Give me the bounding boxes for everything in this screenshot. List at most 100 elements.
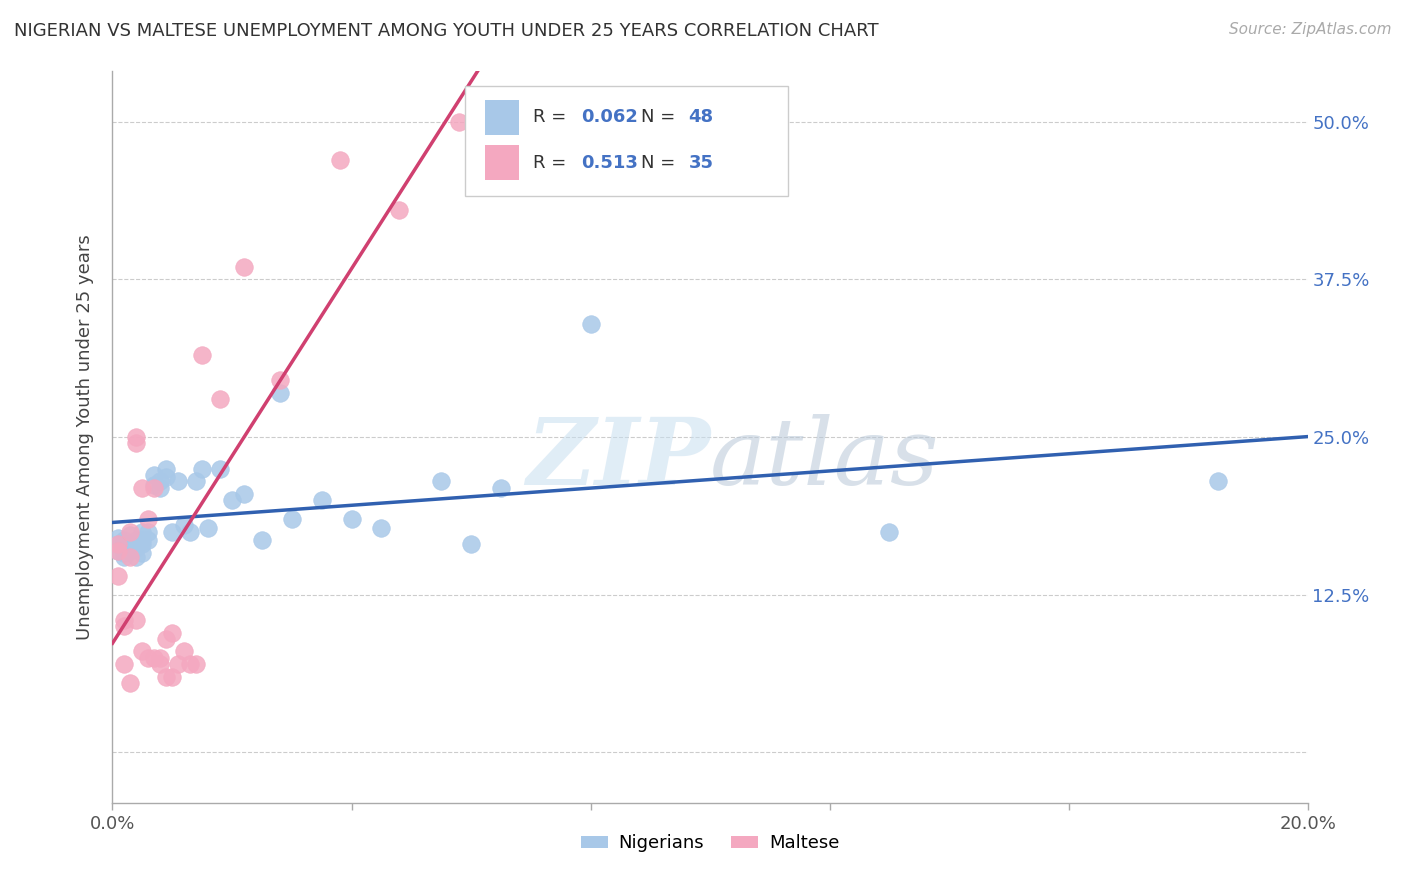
Legend: Nigerians, Maltese: Nigerians, Maltese (574, 827, 846, 860)
Point (879, 524, 901, 539)
Point (114, 613, 135, 627)
Point (269, 386, 291, 401)
Point (167, 657, 190, 671)
Point (155, 670, 177, 684)
Point (149, 650, 172, 665)
Point (579, 317, 602, 331)
Point (460, 537, 482, 551)
Point (125, 613, 148, 627)
Point (173, 518, 195, 533)
Y-axis label: Unemployment Among Youth under 25 years: Unemployment Among Youth under 25 years (76, 235, 94, 640)
Point (125, 533, 148, 548)
Text: 48: 48 (689, 109, 714, 127)
Point (186, 474, 208, 488)
Point (114, 541, 135, 555)
Text: atlas: atlas (710, 414, 939, 504)
Point (131, 537, 153, 551)
Point (125, 436, 148, 450)
Point (143, 467, 166, 482)
Point (107, 537, 129, 551)
Point (125, 549, 148, 564)
Point (125, 430, 148, 444)
FancyBboxPatch shape (485, 145, 519, 180)
Point (138, 533, 160, 548)
Point (233, 487, 256, 501)
Point (1206, 474, 1229, 488)
Point (155, 632, 177, 646)
Point (120, 676, 142, 690)
Point (114, 657, 135, 671)
Point (209, 392, 232, 407)
Point (233, 260, 256, 274)
Point (107, 537, 129, 551)
Point (191, 461, 214, 475)
Point (107, 569, 129, 583)
Point (107, 543, 129, 558)
Point (449, 115, 471, 129)
Point (120, 528, 142, 542)
Point (281, 512, 304, 526)
Text: 0.513: 0.513 (581, 153, 638, 172)
Point (197, 521, 219, 535)
Text: N =: N = (641, 109, 681, 127)
Point (162, 625, 183, 640)
Point (114, 546, 135, 560)
Point (489, 481, 512, 495)
Text: R =: R = (533, 153, 572, 172)
Point (179, 657, 201, 671)
Text: NIGERIAN VS MALTESE UNEMPLOYMENT AMONG YOUTH UNDER 25 YEARS CORRELATION CHART: NIGERIAN VS MALTESE UNEMPLOYMENT AMONG Y… (14, 22, 879, 40)
Text: 0.062: 0.062 (581, 109, 638, 127)
Point (162, 524, 183, 539)
Point (167, 474, 190, 488)
Point (120, 540, 142, 554)
Text: ZIP: ZIP (526, 414, 710, 504)
Point (107, 531, 129, 545)
Point (138, 650, 160, 665)
Point (120, 524, 142, 539)
Point (221, 493, 243, 508)
Point (149, 657, 172, 671)
Point (209, 461, 232, 475)
Point (191, 348, 214, 362)
Text: N =: N = (641, 153, 681, 172)
Point (107, 543, 129, 558)
Point (138, 512, 160, 526)
Point (131, 481, 153, 495)
Point (269, 373, 291, 387)
Point (149, 474, 172, 488)
Point (179, 524, 201, 539)
Point (186, 657, 208, 671)
Point (120, 543, 142, 558)
Point (370, 521, 392, 535)
Text: 35: 35 (689, 153, 713, 172)
Point (131, 546, 153, 560)
Point (114, 533, 135, 548)
Point (120, 537, 142, 551)
Point (143, 650, 166, 665)
Point (131, 524, 153, 539)
Text: R =: R = (533, 109, 572, 127)
FancyBboxPatch shape (485, 100, 519, 135)
Point (131, 644, 153, 658)
Point (250, 533, 273, 548)
Point (120, 549, 142, 564)
Point (143, 478, 166, 492)
Point (114, 549, 135, 564)
Point (155, 470, 177, 484)
Point (131, 533, 153, 548)
Point (143, 481, 166, 495)
Point (114, 619, 135, 633)
Point (329, 153, 352, 167)
FancyBboxPatch shape (465, 86, 787, 195)
Point (162, 670, 183, 684)
Point (340, 512, 363, 526)
Point (125, 541, 148, 555)
Point (311, 493, 333, 508)
Point (388, 203, 411, 218)
Point (155, 461, 177, 475)
Point (430, 474, 453, 488)
Point (149, 481, 172, 495)
Point (138, 524, 160, 539)
Point (173, 644, 195, 658)
Text: Source: ZipAtlas.com: Source: ZipAtlas.com (1229, 22, 1392, 37)
